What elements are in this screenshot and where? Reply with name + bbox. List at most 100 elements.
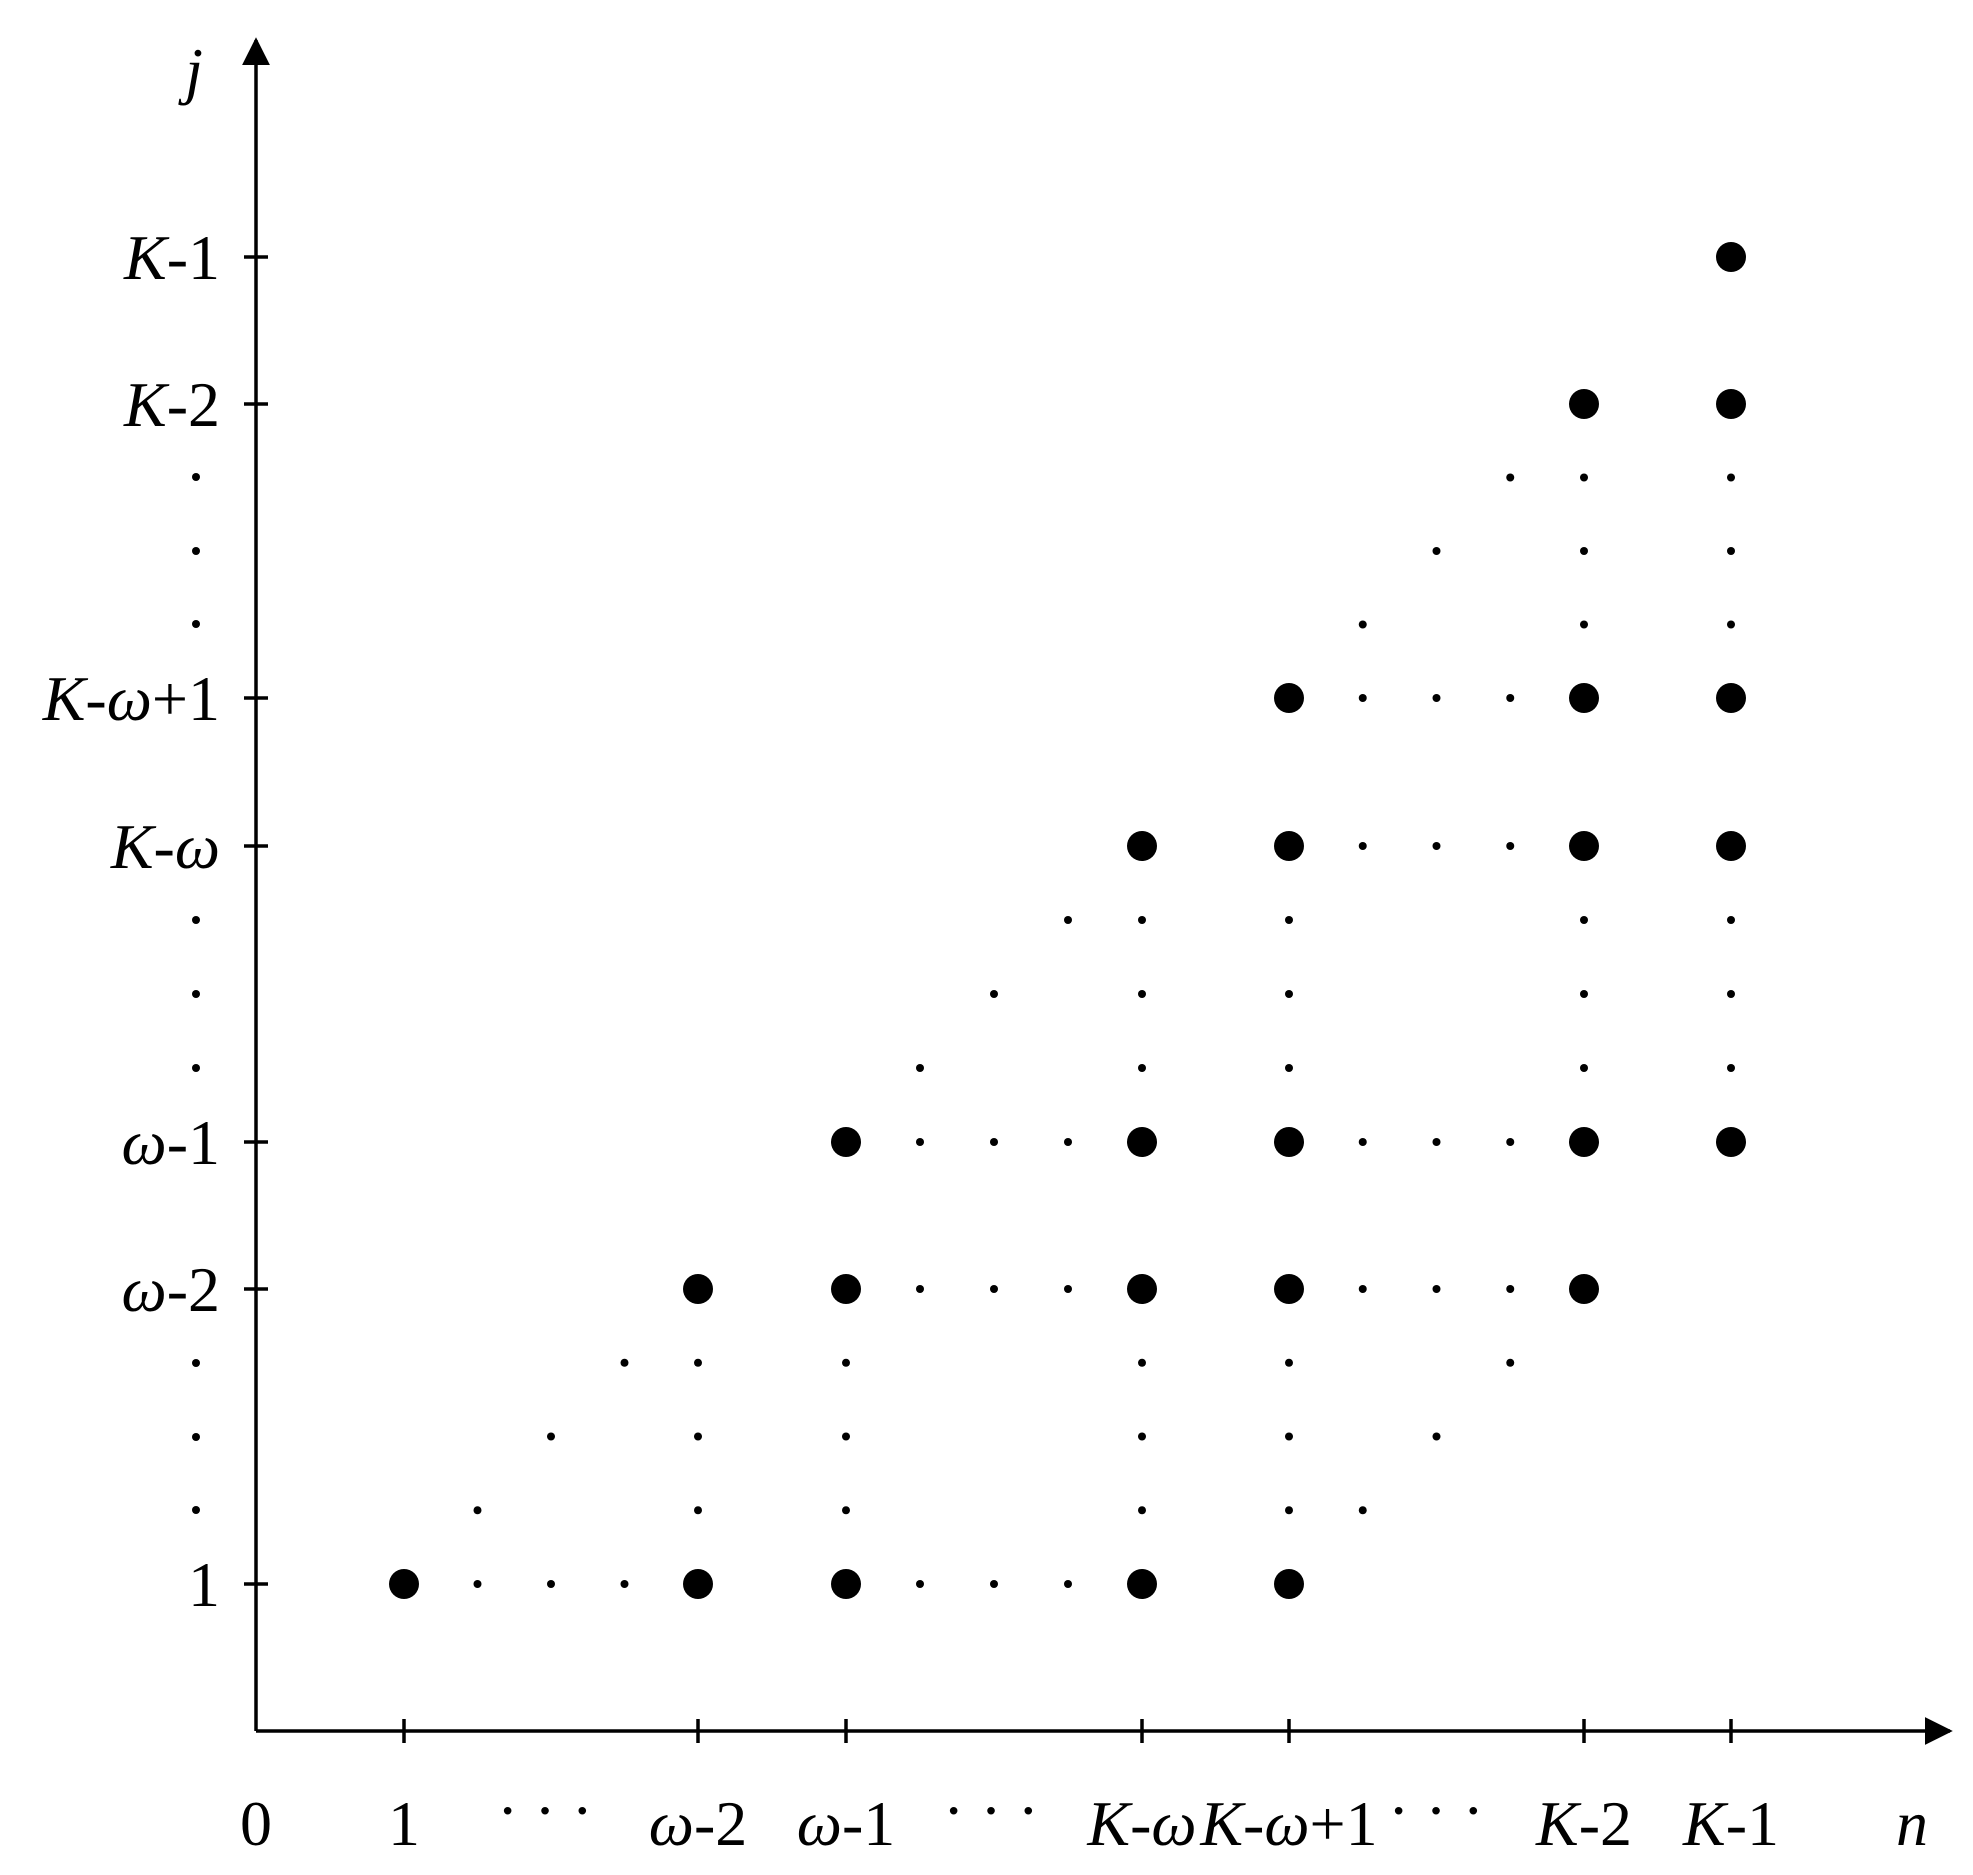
tick-label-part: ω [122,1254,167,1325]
connector-dot [842,1432,850,1441]
connector-dot [1432,547,1441,555]
connector-dot [1580,1064,1588,1072]
connector-dots [473,473,1735,1588]
x-tick-label: ω-2 [649,1788,748,1859]
tick-label-part: ω [797,1788,842,1859]
lattice-point [683,1569,713,1599]
y-tick-label: K-ω+1 [42,663,220,734]
lattice-point [1274,1127,1304,1157]
connector-dot [1064,1138,1072,1146]
connector-dot [694,1432,702,1441]
tick-label-part: K [1535,1788,1582,1859]
connector-dot [1358,1506,1367,1515]
y-axis-ellipsis-dot [192,990,200,998]
y-tick-label: ω-1 [122,1107,221,1178]
connector-dot [1064,1285,1072,1293]
connector-dot [1358,842,1367,850]
connector-dot [1580,990,1588,998]
x-tick-label: K-ω [1086,1788,1196,1859]
connector-dot [694,1506,702,1515]
connector-dot [1285,1064,1293,1072]
connector-dot [1285,1358,1293,1367]
tick-label-part: K [1199,1788,1246,1859]
lattice-point [1274,831,1304,861]
tick-label-part: 1 [388,1788,420,1859]
tick-label-part: ω [122,1107,167,1178]
lattice-point [1569,683,1599,713]
connector-dot [916,1285,924,1293]
lattice-point [1274,683,1304,713]
x-axis-ellipsis: · · · [1388,1775,1484,1846]
tick-label-part: K [110,811,157,882]
connector-dot [990,990,998,998]
connector-dot [842,1358,850,1367]
lattice-point [1716,683,1746,713]
connector-dot [842,1506,850,1515]
connector-dot [694,1358,702,1367]
lattice-point [1716,389,1746,419]
y-axis-ellipsis-dot [192,473,200,481]
y-tick-label: ω-2 [122,1254,221,1325]
connector-dot [1138,990,1146,998]
lattice-point [683,1274,713,1304]
lattice-point [1274,1569,1304,1599]
x-ellipses: · · · · · · · · · [497,1775,1484,1846]
y-axis-ellipsis-dot [192,1433,200,1441]
connector-dot [1138,1064,1146,1072]
connector-dot [1138,1432,1146,1441]
connector-dot [1358,694,1367,702]
x-axis-ellipsis: · · · [497,1775,593,1846]
tick-label-part: ω [1264,1788,1309,1859]
connector-dot [547,1432,555,1441]
tick-label-part: ω [649,1788,694,1859]
y-axis-ellipsis-dot [192,1064,200,1072]
tick-label-part: 1 [188,1549,220,1620]
y-tick-label: K-2 [123,369,220,440]
connector-dot [1358,620,1367,629]
connector-dot [1432,694,1441,702]
tick-label-part: - [154,811,175,882]
connector-dot [1727,1064,1735,1072]
tick-label-part: -2 [694,1788,747,1859]
y-axis-label: j [178,35,203,106]
connector-dot [1506,473,1515,482]
tick-label-part: - [1243,1788,1264,1859]
x-ticks: 1 ω-2 ω-1 K-ω K-ω+1 K-2 K-1 [388,1719,1779,1859]
connector-dot [1432,1138,1441,1146]
tick-label-part: +1 [152,663,220,734]
connector-dot [1580,547,1588,555]
y-axis-ellipsis-dot [192,547,200,555]
y-axis-ellipsis-dot [192,1359,200,1367]
connector-dot [990,1580,998,1588]
connector-dot [1285,1432,1293,1441]
connector-dot [1506,1285,1515,1293]
origin-label: 0 [240,1788,272,1859]
connector-dot [1506,842,1515,850]
tick-label-part: -1 [842,1788,895,1859]
connector-dot [990,1285,998,1293]
lattice-points [389,242,1746,1599]
connector-dot [916,1138,924,1146]
lattice-point [1716,242,1746,272]
connector-dot [1580,620,1588,629]
connector-dot [620,1580,629,1588]
lattice-point [1127,1127,1157,1157]
connector-dot [1358,1285,1367,1293]
tick-label-part: ω [1151,1788,1196,1859]
lattice-point [389,1569,419,1599]
connector-dot [1064,1580,1072,1588]
tick-label-part: -1 [167,222,220,293]
y-axis-ellipsis-dot [192,1506,200,1514]
tick-label-part: K [1682,1788,1729,1859]
connector-dot [1138,1358,1146,1367]
y-ticks: 1ω-2ω-1K-ωK-ω+1K-2K-1 [42,222,268,1620]
tick-label-part: K [123,222,170,293]
tick-label-part: K [42,663,89,734]
connector-dot [1285,990,1293,998]
y-tick-label: 1 [188,1549,220,1620]
tick-label-part: K [1086,1788,1133,1859]
lattice-point [831,1274,861,1304]
lattice-point [1569,1127,1599,1157]
x-tick-label: 1 [388,1788,420,1859]
lattice-point [1569,1274,1599,1304]
